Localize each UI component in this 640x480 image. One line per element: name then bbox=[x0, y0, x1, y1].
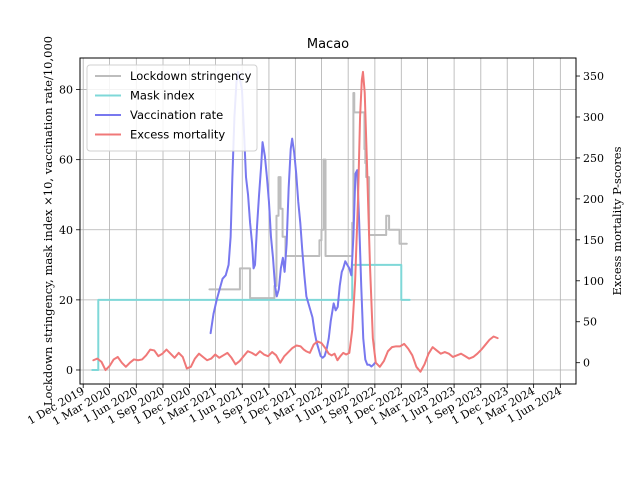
left-tick-label: 40 bbox=[59, 224, 73, 237]
right-y-axis-label: Excess mortality P-scores bbox=[610, 146, 624, 295]
chart-title: Macao bbox=[307, 37, 349, 52]
legend-label: Vaccination rate bbox=[130, 108, 223, 122]
left-tick-label: 80 bbox=[59, 84, 73, 97]
right-tick-label: 50 bbox=[583, 316, 597, 329]
series-layer bbox=[91, 70, 499, 373]
legend-box bbox=[86, 64, 258, 152]
plot-frame bbox=[79, 57, 577, 385]
right-tick-label: 250 bbox=[583, 152, 604, 165]
right-tick-label: 0 bbox=[583, 357, 590, 370]
left-y-axis-label: Lockdown stringency, mask index ×10, vac… bbox=[41, 36, 55, 406]
legend-label: Lockdown stringency bbox=[130, 69, 252, 83]
legend: Lockdown stringency Mask index Vaccination… bbox=[86, 64, 258, 152]
legend-label: Mask index bbox=[130, 89, 195, 103]
left-tick-label: 20 bbox=[59, 294, 73, 307]
right-tick-label: 100 bbox=[583, 275, 604, 288]
right-tick-label: 150 bbox=[583, 234, 604, 247]
left-tick-label: 60 bbox=[59, 154, 73, 167]
right-axis: 0 50 100 150 200 250 300 350 bbox=[576, 70, 604, 370]
right-tick-label: 300 bbox=[583, 111, 604, 124]
left-tick-label: 0 bbox=[66, 364, 73, 377]
right-tick-label: 200 bbox=[583, 193, 604, 206]
legend-label: Excess mortality bbox=[130, 128, 225, 142]
right-tick-label: 350 bbox=[583, 70, 604, 83]
series-line-excess-mortality bbox=[92, 70, 499, 373]
left-axis: 0 20 40 60 80 bbox=[59, 84, 80, 377]
